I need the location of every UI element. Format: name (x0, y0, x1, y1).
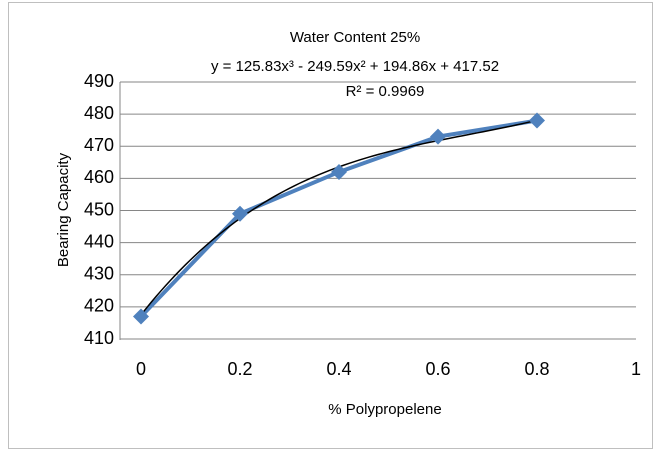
data-point (133, 308, 149, 325)
chart-border (8, 2, 653, 449)
y-tick-label: 460 (84, 167, 114, 187)
x-tick-label: 0.8 (524, 359, 549, 379)
y-tick-label: 480 (84, 103, 114, 123)
trendline-r-squared: R² = 0.9969 (346, 83, 425, 100)
y-tick-label: 410 (84, 328, 114, 348)
trendline-equation: y = 125.83x³ - 249.59x² + 194.86x + 417.… (211, 58, 499, 75)
data-point (430, 128, 446, 145)
x-tick-label: 1 (631, 359, 641, 379)
y-tick-label: 490 (84, 71, 114, 91)
y-tick-label: 430 (84, 264, 114, 284)
data-point (529, 112, 545, 129)
y-tick-label: 420 (84, 296, 114, 316)
x-tick-label: 0.4 (326, 359, 351, 379)
x-tick-label: 0.2 (227, 359, 252, 379)
data-point (232, 205, 248, 222)
data-point (331, 163, 347, 180)
x-tick-label: 0.6 (425, 359, 450, 379)
y-tick-label: 470 (84, 135, 114, 155)
y-axis-label: Bearing Capacity (55, 152, 72, 267)
x-axis-label: % Polypropelene (328, 401, 441, 418)
chart-title: Water Content 25% (290, 29, 420, 46)
x-tick-label: 0 (136, 359, 146, 379)
y-tick-label: 450 (84, 199, 114, 219)
y-tick-label: 440 (84, 231, 114, 251)
